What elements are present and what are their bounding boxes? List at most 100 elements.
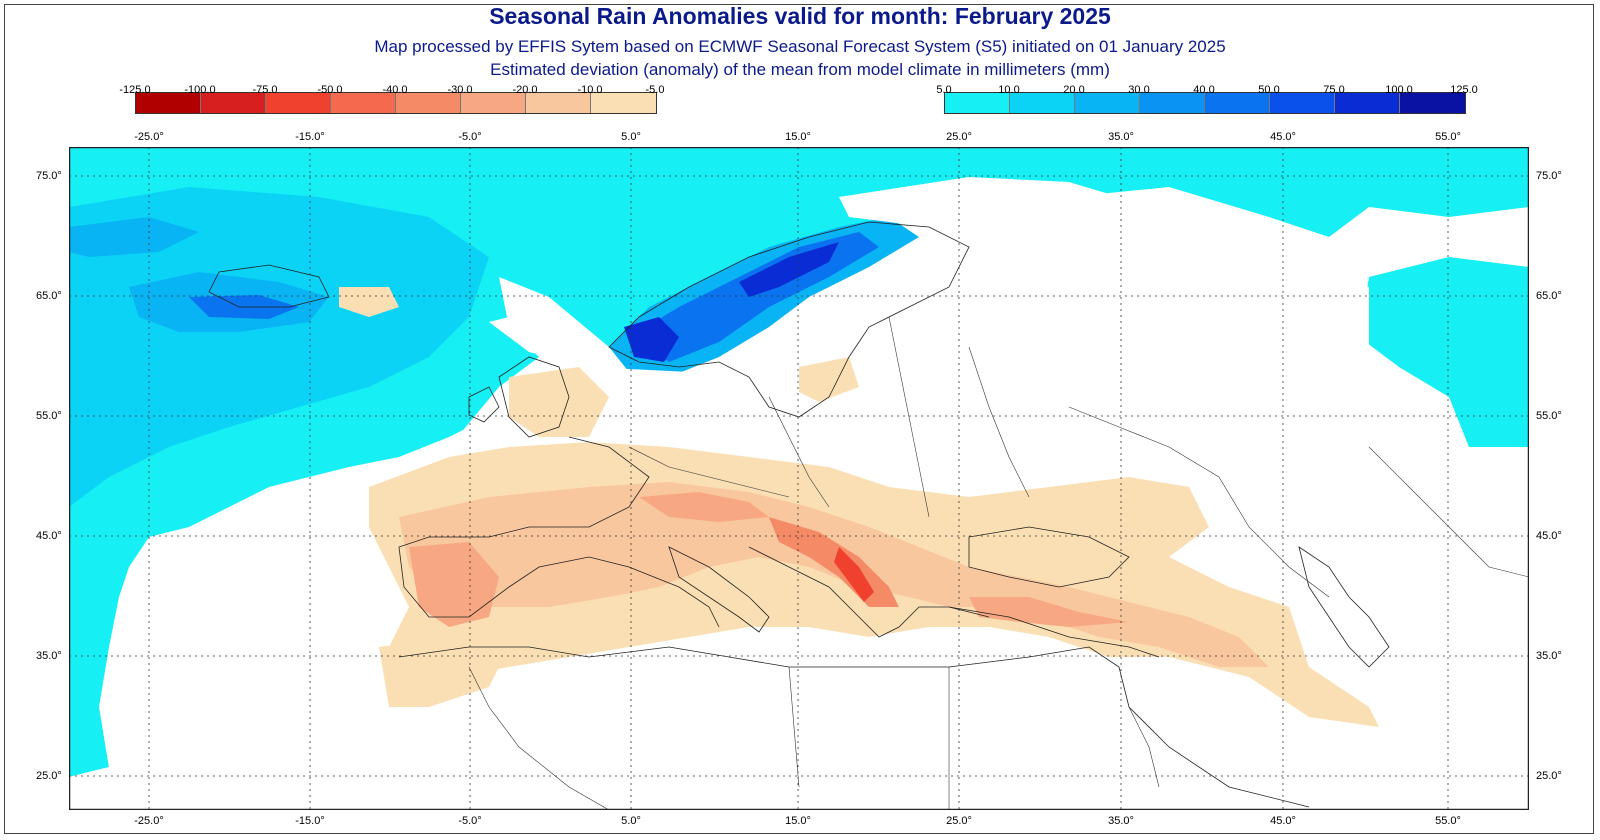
top-longitude-label: -25.0°: [134, 131, 164, 143]
border-2: [768, 396, 830, 508]
top-longitude-label: -15.0°: [295, 131, 325, 143]
legend-positive-swatch-5: [1270, 93, 1335, 113]
top-longitude-label: 55.0°: [1435, 131, 1461, 143]
legend-negative-swatch-5: [461, 93, 526, 113]
legend-negative-tick-label: -50.0: [317, 84, 343, 96]
legend-positive-tick-label: 10.0: [998, 84, 1020, 96]
border-8: [468, 666, 610, 810]
border-5: [1068, 406, 1220, 478]
right-latitude-label: 75.0°: [1536, 170, 1562, 182]
ireland-coast: [468, 386, 500, 423]
turkey-coast: [948, 606, 1160, 658]
left-latitude-label: 55.0°: [36, 410, 62, 422]
bottom-longitude-label: 35.0°: [1108, 815, 1134, 827]
top-longitude-label: 35.0°: [1108, 131, 1134, 143]
britain-coast: [498, 356, 570, 438]
border-9: [788, 666, 800, 788]
black-sea-coast: [968, 526, 1130, 588]
legend-positive-tick-label: 20.0: [1063, 84, 1085, 96]
right-latitude-label: 45.0°: [1536, 530, 1562, 542]
albania-greece-core: [834, 547, 874, 602]
legend-negative-swatch-1: [201, 93, 266, 113]
legend-positive-tick-label: 100.0: [1385, 84, 1413, 96]
barents-near-normal: [839, 177, 1119, 227]
legend-negative-tick-label: -125.0: [119, 84, 151, 96]
iceland-coast: [208, 264, 330, 308]
iberia-dry: [409, 542, 499, 627]
bottom-longitude-label: -15.0°: [295, 815, 325, 827]
western-europe-coast: [398, 436, 720, 628]
arabia-coast: [1128, 706, 1310, 808]
legend-positive-tick-label: 40.0: [1193, 84, 1215, 96]
bottom-longitude-label: 5.0°: [621, 815, 641, 827]
caspian-coast: [1298, 546, 1390, 668]
legend-negative-swatch-7: [591, 93, 656, 113]
border-1: [628, 446, 790, 498]
map-subtitle: Map processed by EFFIS Sytem based on EC…: [374, 37, 1226, 56]
legend-positive-colorbar: [944, 92, 1466, 114]
legend-positive-swatch-7: [1400, 93, 1465, 113]
right-latitude-label: 35.0°: [1536, 650, 1562, 662]
legend-negative-swatch-2: [266, 93, 331, 113]
legend-negative-tick-label: -100.0: [184, 84, 216, 96]
legend-negative-tick-label: -30.0: [447, 84, 473, 96]
left-latitude-label: 45.0°: [36, 530, 62, 542]
border-4: [968, 346, 1030, 498]
bottom-longitude-label: 15.0°: [785, 815, 811, 827]
top-longitude-label: 15.0°: [785, 131, 811, 143]
anomaly-map: [69, 147, 1529, 810]
left-latitude-label: 75.0°: [36, 170, 62, 182]
legend-negative-colorbar: [135, 92, 657, 114]
legend-negative-swatch-6: [526, 93, 591, 113]
legend-negative-tick-label: -10.0: [577, 84, 603, 96]
norway-core-south: [624, 317, 679, 362]
legend-negative-tick-label: -75.0: [252, 84, 278, 96]
iceland-patch-dry: [339, 287, 399, 317]
legend-positive-swatch-0: [945, 93, 1010, 113]
alps-dry: [639, 492, 769, 522]
graticule: [69, 147, 1529, 810]
legend-positive-swatch-2: [1075, 93, 1140, 113]
left-latitude-label: 35.0°: [36, 650, 62, 662]
legend-negative-swatch-3: [331, 93, 396, 113]
country-borders: [468, 316, 1529, 810]
legend-positive-tick-label: 5.0: [936, 84, 952, 96]
legend-positive-swatch-3: [1140, 93, 1205, 113]
bottom-longitude-label: 55.0°: [1435, 815, 1461, 827]
legend-positive-swatch-1: [1010, 93, 1075, 113]
balkans-coast: [748, 546, 990, 638]
figure-frame: [4, 4, 1594, 834]
atlantic-moderate-wet: [69, 187, 489, 507]
border-7: [1368, 446, 1529, 578]
left-latitude-label: 25.0°: [36, 770, 62, 782]
maghreb-dry: [379, 637, 509, 707]
legend-negative-tick-label: -40.0: [382, 84, 408, 96]
scandinavia-patch-dry: [799, 357, 859, 402]
russia-north-wet: [1359, 257, 1529, 447]
bottom-longitude-label: -25.0°: [134, 815, 164, 827]
left-latitude-label: 65.0°: [36, 290, 62, 302]
turkey-dry: [969, 597, 1129, 627]
border-11: [1128, 706, 1160, 788]
north-sea-near-normal: [489, 307, 609, 362]
legend-positive-tick-label: 50.0: [1258, 84, 1280, 96]
border-6: [1218, 476, 1330, 598]
map-description: Estimated deviation (anomaly) of the mea…: [490, 60, 1110, 79]
border-3: [888, 316, 930, 518]
top-longitude-label: 25.0°: [946, 131, 972, 143]
norway-core-north: [739, 242, 839, 297]
bottom-longitude-label: 45.0°: [1270, 815, 1296, 827]
right-latitude-label: 55.0°: [1536, 410, 1562, 422]
legend-positive-tick-label: 30.0: [1128, 84, 1150, 96]
legend-positive-tick-label: 125.0: [1450, 84, 1478, 96]
bottom-longitude-label: 25.0°: [946, 815, 972, 827]
legend-negative-swatch-4: [396, 93, 461, 113]
legend-negative-tick-label: -20.0: [512, 84, 538, 96]
right-latitude-label: 65.0°: [1536, 290, 1562, 302]
legend-positive-swatch-6: [1335, 93, 1400, 113]
legend-positive-tick-label: 75.0: [1323, 84, 1345, 96]
uk-dry: [509, 367, 609, 437]
top-longitude-label: 5.0°: [621, 131, 641, 143]
greenland-sea-wet: [69, 217, 199, 257]
map-border: [69, 147, 1529, 810]
